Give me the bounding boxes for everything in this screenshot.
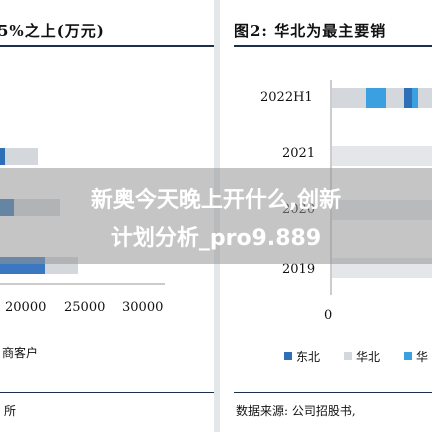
bar-2021-gray (332, 146, 432, 166)
legend-label-dongbei: 东北 (296, 350, 321, 364)
legend-label-hua: 华 (416, 350, 429, 364)
left-x-tick-25000: 25000 (64, 300, 106, 315)
left-bar-row1-gray (0, 148, 38, 165)
left-x-tick-20000: 20000 (5, 300, 47, 315)
left-x-tick-30000: 30000 (122, 300, 164, 315)
left-legend-fragment: 商客户 (2, 346, 39, 360)
x-tick-0: 0 (324, 308, 333, 323)
right-title-rule (234, 45, 432, 47)
overlay-line-1: 新奥今天晚上开什么,创新 (90, 188, 342, 213)
right-source-note: 数据来源: 公司招股书, (236, 404, 356, 418)
right-chart-title: 图2: 华北为最主要销 (234, 22, 387, 40)
legend-label-huabei: 华北 (356, 350, 381, 364)
left-footer-fragment: 所 (4, 404, 17, 418)
legend-swatch-dongbei (284, 352, 292, 360)
watermark-overlay: 新奥今天晚上开什么,创新 计划分析_pro9.889 (0, 168, 432, 264)
overlay-line-2: 计划分析_pro9.889 (110, 226, 322, 251)
left-chart-title: 5%之上(万元) (0, 22, 105, 40)
left-bar-row1-blue (0, 148, 5, 165)
y-tick-2019: 2019 (282, 262, 316, 277)
bar-2022h1-gray-b (386, 88, 404, 108)
bar-2022h1-blue-b (404, 88, 412, 108)
legend-swatch-huabei (344, 352, 352, 360)
bar-2022h1-gray-a (332, 88, 366, 108)
left-title-rule (0, 45, 214, 47)
y-tick-2021: 2021 (282, 146, 316, 161)
y-tick-2022h1: 2022H1 (260, 90, 313, 105)
legend-swatch-hua (404, 352, 412, 360)
right-footer-rule (234, 392, 432, 393)
bar-2022h1-blue-a (366, 88, 386, 108)
left-footer-rule (0, 392, 214, 393)
bar-2022h1-blue-c (412, 88, 418, 108)
